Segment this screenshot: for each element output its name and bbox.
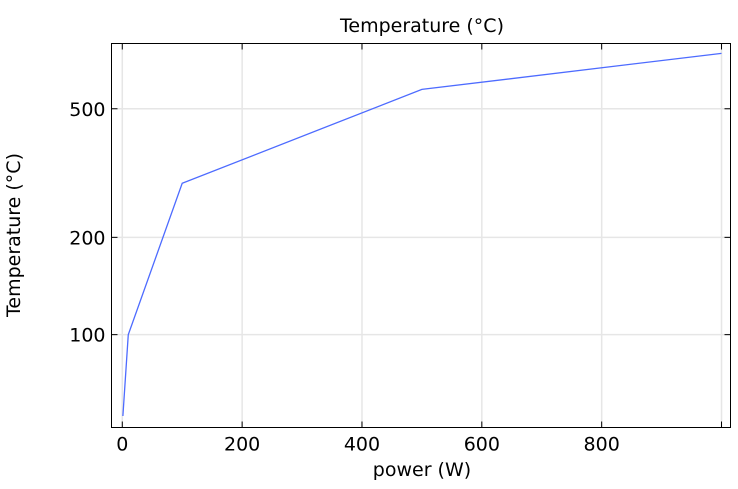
x-tick-label: 600 [464, 434, 500, 456]
plot-frame [111, 43, 731, 428]
series-line-temperature [122, 52, 722, 417]
chart-title: Temperature (°C) [339, 15, 504, 37]
x-tick-label: 200 [224, 434, 260, 456]
y-tick-label: 500 [69, 99, 105, 121]
y-tick-label: 100 [69, 325, 105, 347]
y-axis-label: Temperature (°C) [3, 153, 25, 318]
x-tick-label: 800 [584, 434, 620, 456]
y-tick-label: 200 [69, 227, 105, 249]
x-tick-label: 400 [344, 434, 380, 456]
x-tick-label: 0 [116, 434, 128, 456]
x-axis-label: power (W) [373, 459, 471, 481]
